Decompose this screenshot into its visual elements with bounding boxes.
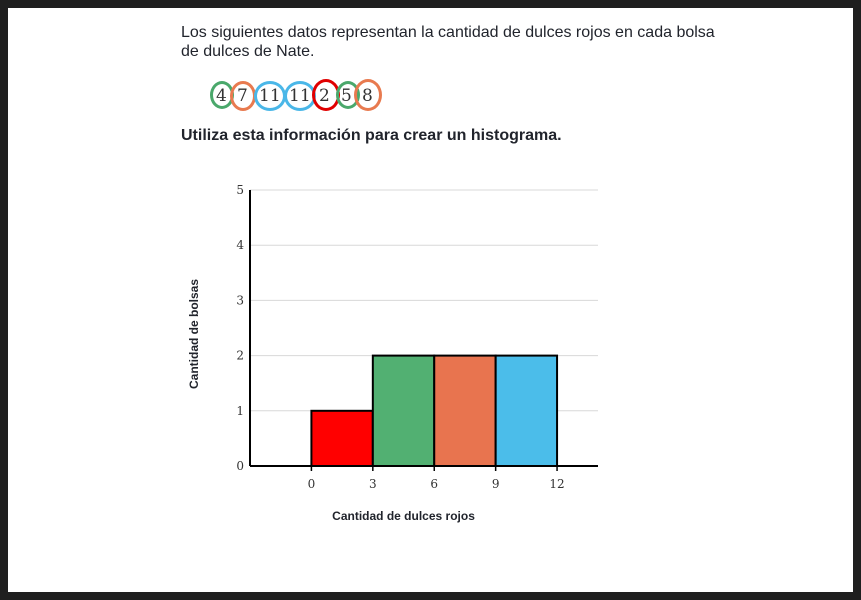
x-axis-title: Cantidad de dulces rojos (332, 509, 475, 523)
instruction-text: Utiliza esta información para crear un h… (181, 127, 562, 144)
y-tick-label: 3 (236, 293, 244, 307)
content-frame: Los siguientes datos representan la cant… (8, 8, 853, 592)
data-value: 5 (341, 86, 352, 106)
question-text: Los siguientes datos representan la cant… (181, 23, 741, 61)
x-tick-label: 12 (549, 477, 564, 491)
x-tick-label: 6 (430, 477, 438, 491)
histogram-bar (310, 409, 374, 467)
question-line-2: de dulces de Nate. (181, 43, 315, 60)
y-tick-label: 5 (236, 183, 244, 197)
annotation-circle-orange (354, 79, 382, 111)
x-tick-label: 0 (308, 477, 316, 491)
question-line-1: Los siguientes datos representan la cant… (181, 24, 715, 41)
x-tick-label: 9 (492, 477, 500, 491)
y-tick-label: 2 (236, 349, 244, 363)
data-value: 7 (237, 86, 248, 106)
y-axis-title: Cantidad de bolsas (187, 279, 201, 389)
y-tick-label: 1 (236, 404, 244, 418)
histogram-bar (433, 354, 497, 468)
y-tick-label: 0 (236, 459, 244, 473)
data-value: 11 (259, 86, 281, 106)
data-value: 8 (362, 86, 373, 106)
x-tick-label: 3 (369, 477, 377, 491)
histogram-bar (371, 354, 436, 468)
data-value: 4 (216, 86, 227, 106)
y-tick-label: 4 (236, 238, 244, 252)
histogram-bar (494, 354, 559, 468)
data-value: 11 (289, 86, 311, 106)
data-value: 2 (319, 86, 330, 106)
data-list-annotated: 4 7 11 11 2 5 8 (208, 76, 408, 116)
